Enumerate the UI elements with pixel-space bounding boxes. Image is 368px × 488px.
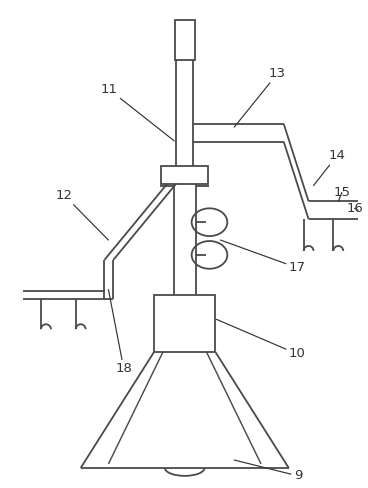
Text: 12: 12 [56, 189, 109, 240]
Text: 17: 17 [220, 240, 306, 274]
Text: 9: 9 [234, 460, 302, 482]
Text: 11: 11 [100, 83, 174, 141]
Text: 13: 13 [234, 67, 286, 127]
Text: 15: 15 [333, 186, 350, 202]
Text: 14: 14 [314, 149, 345, 185]
Text: 18: 18 [109, 289, 132, 375]
Bar [161, 166, 209, 183]
Text: 16: 16 [346, 202, 363, 215]
Bar [154, 295, 215, 352]
Text: 10: 10 [216, 319, 306, 361]
Bar [175, 20, 195, 60]
